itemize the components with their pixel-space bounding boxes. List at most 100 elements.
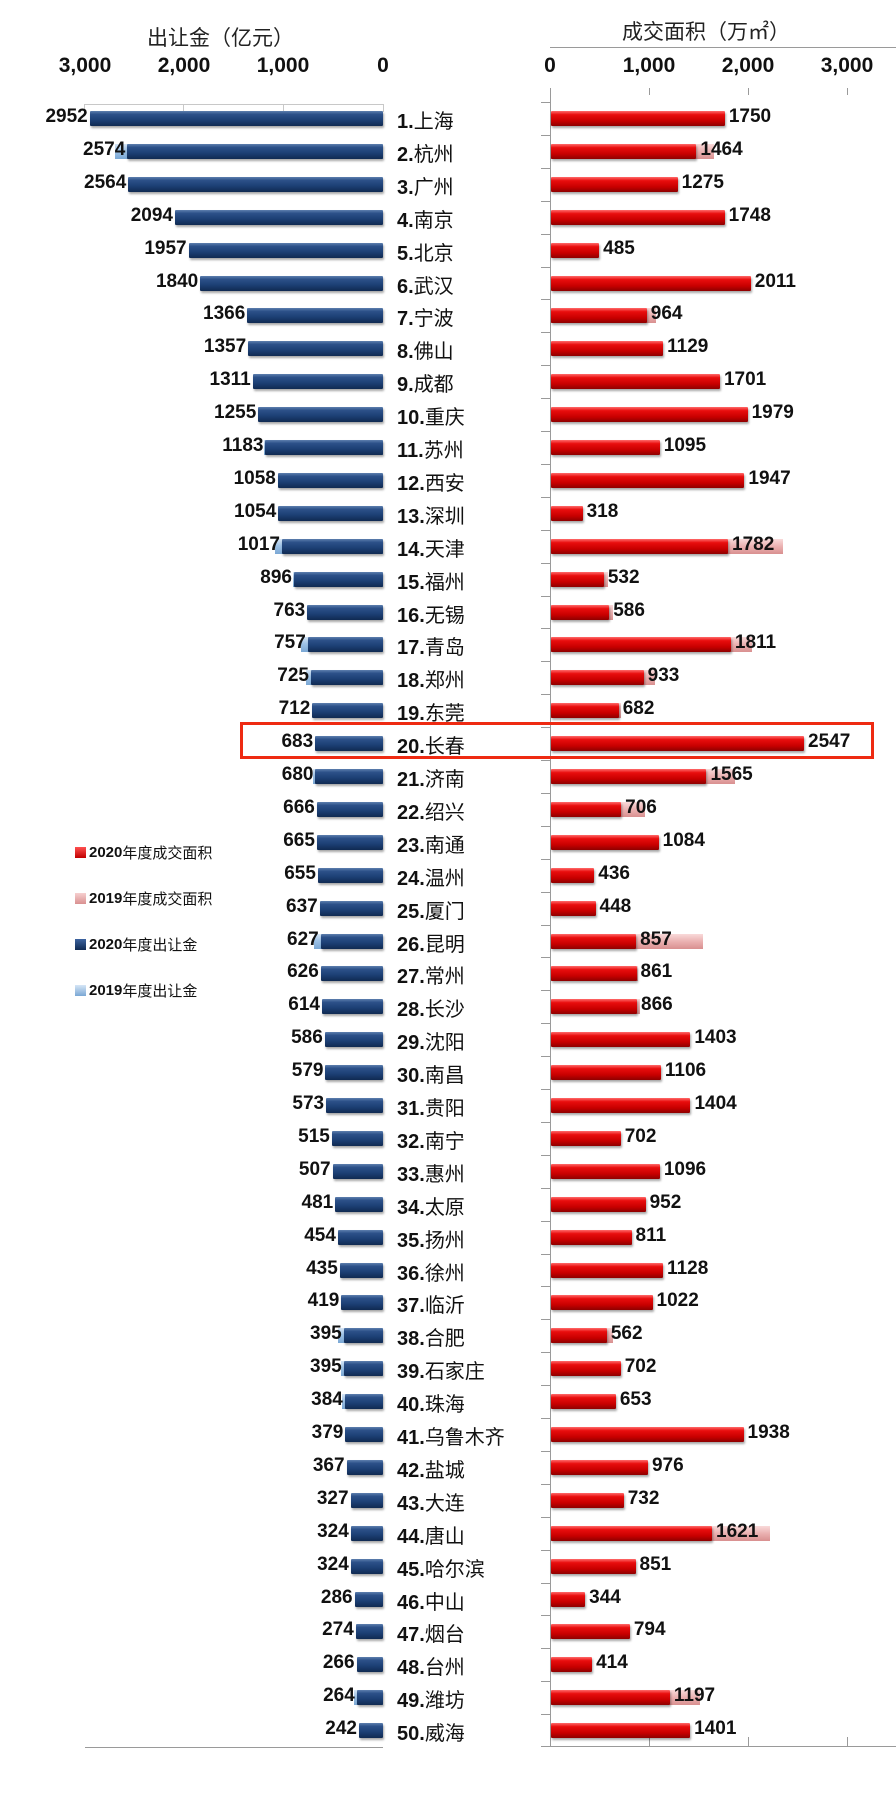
value-label-area: 586 [613,599,645,621]
table-row: 384 40.珠海 653 [0,1385,896,1418]
rank-number: 26. [397,933,425,956]
table-row: 1017 14.天津 1782 [0,529,896,563]
city-name: 临沂 [424,1293,465,1318]
bar-2020-land-fee [339,1262,383,1278]
rank-number: 1. [397,111,414,133]
rank-number: 21. [397,769,425,791]
category-tick [541,1615,550,1617]
table-row: 242 50.威海 1401 [0,1714,896,1747]
bar-2020-area [551,1196,646,1212]
left-tick-label: 0 [377,54,389,77]
value-label-land-fee: 395 [310,1323,342,1345]
table-row: 327 43.大连 732 [0,1483,896,1517]
category-tick [541,1253,550,1255]
bar-2020-land-fee [322,999,383,1015]
bar-2020-area [551,111,725,126]
rank-number: 18. [397,670,425,693]
bar-2020-area [551,900,596,916]
rank-number: 38. [397,1328,425,1351]
value-label-land-fee: 757 [274,632,306,654]
value-label-area: 861 [640,961,673,983]
table-row: 1183 11.苏州 1095 [0,431,896,464]
value-label-land-fee: 2094 [130,204,173,226]
city-name: 南昌 [424,1063,465,1088]
legend-item-2020-fee: 2020 年度出让金 [75,934,197,955]
table-row: 266 48.台州 414 [0,1648,896,1681]
category-tick [541,957,550,959]
bar-2020-area [551,867,595,883]
category-tick [541,595,550,597]
bar-2020-area [551,933,637,949]
city-name: 昆明 [424,931,465,956]
rank-number: 35. [397,1229,425,1252]
bar-2020-land-fee [316,834,383,850]
bar-2020-area [551,1525,713,1541]
value-label-area: 811 [635,1224,667,1246]
table-row: 2574 2.杭州 1464 [0,134,896,168]
bar-2020-land-fee [343,1361,383,1377]
city-label: 44.唐山 [397,1520,465,1549]
city-name: 福州 [424,569,465,594]
city-label: 3.广州 [397,171,454,200]
bar-2020-area [551,407,748,423]
city-label: 48.台州 [397,1651,465,1680]
bar-2020-area [551,1163,660,1179]
table-row: 395 39.石家庄 702 [0,1352,896,1385]
bar-2020-area [551,1065,661,1081]
city-name: 哈尔滨 [424,1556,485,1581]
table-row: 1357 8.佛山 1129 [0,332,896,365]
city-name: 合肥 [424,1326,465,1351]
value-label-area: 1084 [662,829,705,851]
bar-2020-land-fee [341,1295,383,1311]
bar-2020-land-fee [344,1394,383,1410]
value-label-area: 702 [624,1356,657,1378]
table-row: 763 16.无锡 586 [0,595,896,629]
bar-2020-area [551,1690,670,1706]
value-label-area: 1403 [694,1027,737,1049]
city-label: 18.郑州 [397,664,465,693]
category-tick [541,1089,550,1090]
bar-2020-land-fee [258,407,383,423]
bar-2020-land-fee [316,801,383,817]
value-label-land-fee: 1311 [209,369,251,391]
rank-number: 42. [397,1459,425,1482]
rank-number: 33. [397,1163,425,1186]
city-label: 42.盐城 [397,1454,465,1483]
rank-number: 9. [397,374,414,397]
category-tick [541,1648,550,1650]
city-name: 杭州 [413,141,454,166]
category-tick [541,990,550,992]
city-label: 43.大连 [397,1487,465,1516]
city-name: 宁波 [413,306,454,331]
city-label: 41.乌鲁木齐 [397,1421,505,1450]
table-row: 896 15.福州 532 [0,562,896,596]
value-label-area: 1938 [747,1422,790,1443]
bar-2020-area [551,1591,586,1607]
rank-number: 48. [397,1657,425,1680]
city-name: 佛山 [413,339,454,364]
category-tick [541,134,550,136]
rank-number: 29. [397,1032,425,1055]
value-label-area: 1748 [728,204,771,226]
bar-2020-area [551,834,659,850]
rank-number: 12. [397,472,425,495]
city-name: 徐州 [424,1260,465,1285]
left-tick-label: 2,000 [157,54,211,77]
city-name: 绍兴 [424,799,465,824]
category-tick [541,167,550,169]
bar-2020-land-fee [278,505,383,521]
city-label: 50.威海 [397,1717,465,1746]
bar-2020-land-fee [317,867,383,883]
left-bottom-axis-line [85,1747,383,1748]
value-label-area: 2011 [754,270,796,292]
value-label-land-fee: 896 [260,566,292,588]
value-label-land-fee: 665 [283,829,315,851]
table-row: 324 45.哈尔滨 851 [0,1549,896,1583]
bar-2020-land-fee [332,1163,383,1179]
right-axis-tick [748,88,749,95]
right-category-axis-line [550,88,551,1746]
value-label-area: 952 [649,1191,682,1213]
right-axis-title: 成交面积（万㎡） [622,20,790,44]
bar-2020-land-fee [277,472,383,488]
value-label-land-fee: 586 [291,1027,323,1049]
